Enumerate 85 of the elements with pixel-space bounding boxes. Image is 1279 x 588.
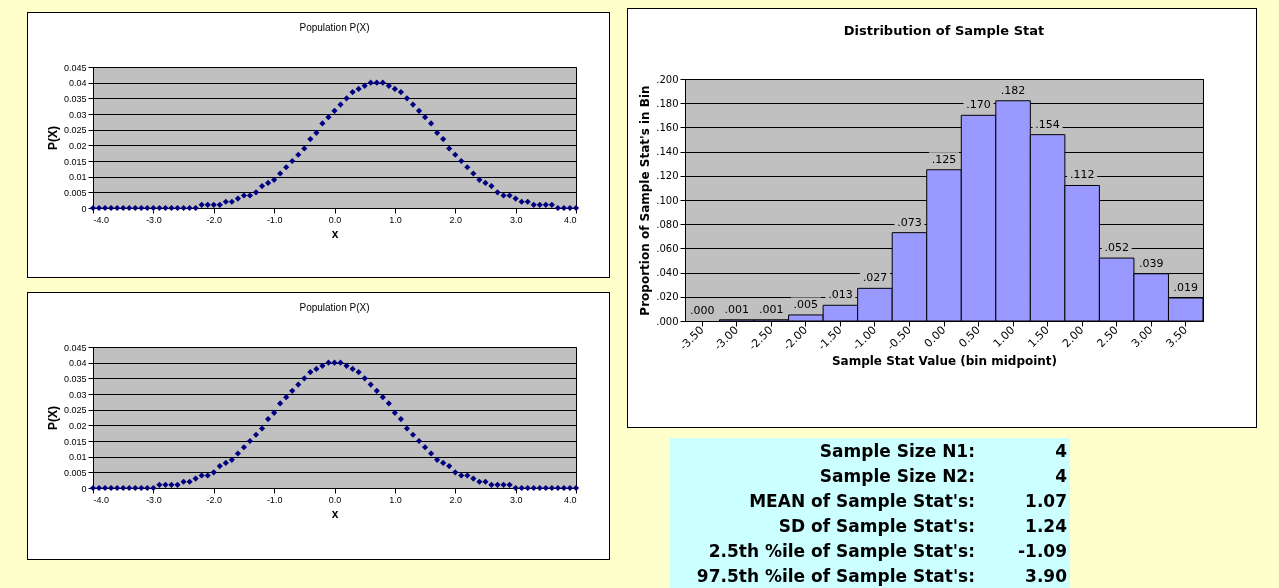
x-tick-label: 0.0 xyxy=(328,494,342,505)
y-tick-label: .080 xyxy=(656,218,679,230)
y-tick-label: .180 xyxy=(656,97,679,109)
y-tick-label: .040 xyxy=(656,267,679,279)
y-tick-label: 0.025 xyxy=(63,125,87,136)
y-tick-label: 0.025 xyxy=(63,405,87,416)
y-axis-title: P(X) xyxy=(45,406,60,430)
y-tick-label: 0.005 xyxy=(63,187,87,198)
data-label: .005 xyxy=(793,297,819,311)
x-tick-label: -2.0 xyxy=(206,214,223,225)
y-tick-label: 0.04 xyxy=(68,358,87,369)
y-tick-label: 0.005 xyxy=(63,467,87,478)
data-label: .019 xyxy=(1173,281,1198,295)
text: Sample Size N1: xyxy=(818,440,975,461)
chart-title: Distribution of Sample Stat xyxy=(843,23,1045,38)
data-label: .154 xyxy=(1035,117,1060,131)
chart-title: Population P(X) xyxy=(299,302,370,313)
data-label: .125 xyxy=(931,152,957,166)
x-axis-title: x xyxy=(331,506,339,521)
y-axis-title: Proportion of Sample Stat's in Bin xyxy=(638,85,653,316)
data-label: .000 xyxy=(690,304,715,317)
y-tick-label: .120 xyxy=(656,170,679,182)
y-tick-label: .060 xyxy=(656,242,679,254)
data-label: .182 xyxy=(1000,83,1026,97)
x-tick-label: -3.0 xyxy=(146,494,162,505)
x-tick-label: -4.0 xyxy=(93,214,110,225)
y-tick-label: 0.03 xyxy=(68,109,87,120)
y-tick-label: 0.02 xyxy=(68,420,87,431)
x-tick-label: 2.0 xyxy=(449,494,463,505)
y-tick-label: 0.035 xyxy=(63,373,87,384)
text: 1.24 xyxy=(1024,515,1067,536)
data-label: .073 xyxy=(897,215,922,229)
x-tick-label: 1.0 xyxy=(389,494,402,505)
text: 3.90 xyxy=(1024,565,1067,586)
x-tick-label: -4.0 xyxy=(93,494,110,505)
y-tick-label: .000 xyxy=(656,315,679,327)
x-tick-label: -2.0 xyxy=(206,494,223,505)
x-tick-label: 2.0 xyxy=(449,214,463,225)
y-tick-label: .020 xyxy=(656,291,679,303)
y-tick-label: 0.03 xyxy=(68,389,87,400)
chart-title: Population P(X) xyxy=(299,22,370,33)
text: 97.5th %ile of Sample Stat's: xyxy=(695,565,975,586)
y-tick-label: 0.015 xyxy=(63,436,87,447)
y-tick-label: 0.015 xyxy=(63,156,87,167)
text: 4 xyxy=(1054,465,1067,486)
x-tick-label: 4.0 xyxy=(563,494,577,505)
y-axis-title: P(X) xyxy=(45,126,60,150)
y-tick-label: .100 xyxy=(656,194,679,206)
text: MEAN of Sample Stat's: xyxy=(748,490,975,511)
y-tick-label: 0.02 xyxy=(68,140,87,151)
x-tick-label: 4.0 xyxy=(563,214,577,225)
y-tick-label: 0.01 xyxy=(68,172,87,183)
text: 2.5th %ile of Sample Stat's: xyxy=(707,540,975,561)
y-tick-label: 0.045 xyxy=(63,342,87,353)
text: SD of Sample Stat's: xyxy=(777,515,975,536)
text: 4 xyxy=(1054,440,1067,461)
x-tick-label: -1.0 xyxy=(266,214,283,225)
text: Sample Size N2: xyxy=(818,465,975,486)
y-tick-label: .140 xyxy=(656,146,679,158)
x-axis-title: Sample Stat Value (bin midpoint) xyxy=(831,354,1058,369)
x-tick-label: -1.0 xyxy=(266,494,283,505)
y-tick-label: .200 xyxy=(656,73,679,85)
data-label: .039 xyxy=(1138,256,1164,270)
text: -1.09 xyxy=(1017,540,1067,561)
data-label: .013 xyxy=(828,288,853,302)
y-tick-label: 0.045 xyxy=(63,62,87,73)
data-label: .052 xyxy=(1104,241,1129,255)
x-tick-label: 3.0 xyxy=(509,214,523,225)
data-label: .001 xyxy=(759,302,784,316)
y-tick-label: 0.035 xyxy=(63,93,87,104)
y-tick-label: .160 xyxy=(656,121,679,133)
data-label: .170 xyxy=(966,98,991,112)
data-label: .001 xyxy=(724,302,750,316)
x-tick-label: -3.0 xyxy=(146,214,162,225)
text: 1.07 xyxy=(1024,490,1067,511)
y-tick-label: 0.04 xyxy=(68,78,87,89)
y-tick-label: 0 xyxy=(81,203,87,214)
data-label: .027 xyxy=(862,271,888,285)
x-tick-label: 3.0 xyxy=(509,494,523,505)
x-tick-label: 1.0 xyxy=(389,214,402,225)
data-label: .112 xyxy=(1069,168,1095,182)
y-tick-label: 0.01 xyxy=(68,452,87,463)
x-tick-label: 0.0 xyxy=(328,214,342,225)
x-axis-title: x xyxy=(331,226,339,241)
y-tick-label: 0 xyxy=(81,483,87,494)
